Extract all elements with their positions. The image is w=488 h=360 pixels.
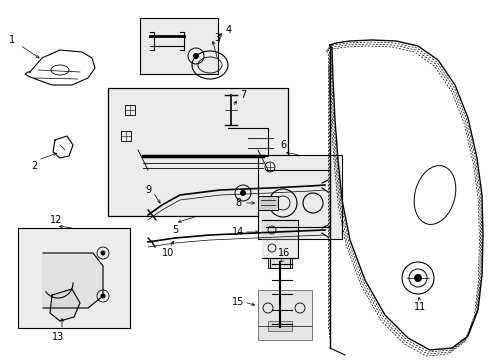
Bar [258, 290, 311, 326]
Polygon shape [262, 220, 297, 258]
Text: 1: 1 [9, 35, 15, 45]
Text: 11: 11 [413, 302, 425, 312]
Bar [258, 196, 278, 210]
Text: 14: 14 [231, 227, 244, 237]
Text: 16: 16 [277, 248, 289, 258]
Text: 12: 12 [50, 215, 62, 225]
Text: 13: 13 [52, 332, 64, 342]
Text: 2: 2 [31, 161, 37, 171]
Bar [267, 321, 291, 331]
Text: 5: 5 [171, 225, 178, 235]
Text: 8: 8 [235, 198, 242, 208]
Circle shape [101, 251, 105, 256]
Text: 15: 15 [231, 297, 244, 307]
Circle shape [193, 53, 199, 59]
Bar [108, 88, 287, 216]
Polygon shape [43, 253, 103, 308]
Circle shape [413, 274, 421, 282]
Polygon shape [50, 289, 80, 321]
Text: 9: 9 [145, 185, 152, 195]
Bar [140, 18, 218, 74]
Text: 3: 3 [214, 33, 220, 43]
Text: 7: 7 [240, 90, 246, 100]
Text: 10: 10 [162, 248, 174, 258]
Text: 6: 6 [279, 140, 285, 150]
Text: 4: 4 [225, 25, 232, 35]
Bar [267, 258, 291, 268]
Circle shape [101, 293, 105, 298]
Circle shape [240, 190, 245, 196]
Bar [18, 228, 130, 328]
Bar [258, 326, 311, 340]
Bar [258, 155, 341, 239]
